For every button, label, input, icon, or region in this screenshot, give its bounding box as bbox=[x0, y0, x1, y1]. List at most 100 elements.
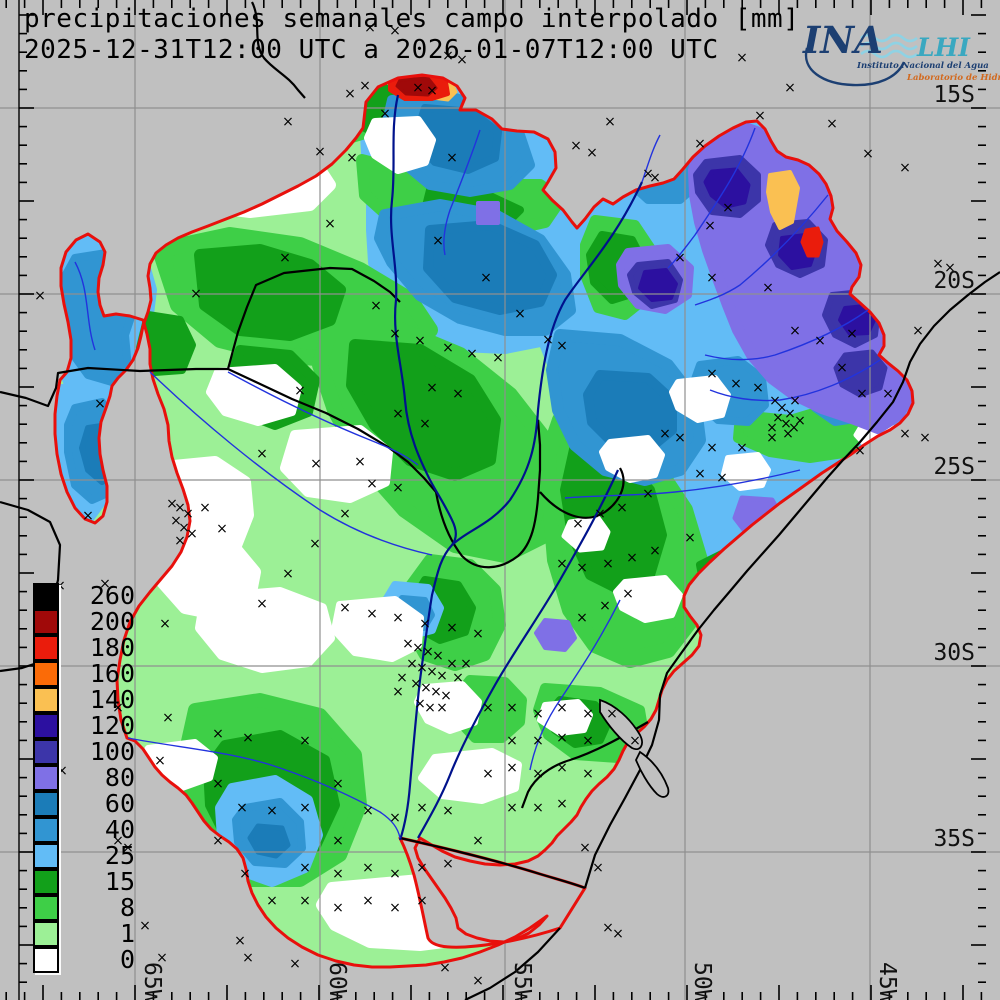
svg-text:×: × bbox=[199, 500, 211, 516]
svg-text:×: × bbox=[856, 386, 868, 402]
svg-text:×: × bbox=[236, 800, 248, 816]
svg-text:×: × bbox=[674, 430, 686, 446]
svg-text:×: × bbox=[586, 145, 598, 161]
svg-text:×: × bbox=[392, 480, 404, 496]
frame-ticks bbox=[5, 0, 986, 1000]
legend-swatch bbox=[33, 947, 59, 973]
svg-text:×: × bbox=[154, 753, 166, 769]
svg-text:×: × bbox=[339, 600, 351, 616]
svg-text:×: × bbox=[642, 486, 654, 502]
svg-text:×: × bbox=[54, 578, 66, 594]
svg-text:×: × bbox=[492, 350, 504, 366]
svg-text:×: × bbox=[649, 543, 661, 559]
svg-text:×: × bbox=[242, 950, 254, 966]
svg-text:×: × bbox=[362, 893, 374, 909]
svg-text:×: × bbox=[862, 146, 874, 162]
ina-lhi-logo: INA LHI Instituto Nacional del Agua Labo… bbox=[802, 18, 1000, 87]
svg-text:×: × bbox=[582, 766, 594, 782]
svg-text:×: × bbox=[366, 476, 378, 492]
svg-text:×: × bbox=[424, 700, 436, 716]
svg-text:×: × bbox=[944, 260, 956, 276]
svg-text:×: × bbox=[482, 766, 494, 782]
svg-text:×: × bbox=[402, 636, 414, 652]
svg-text:×: × bbox=[576, 610, 588, 626]
svg-text:×: × bbox=[766, 430, 778, 446]
svg-text:×: × bbox=[556, 700, 568, 716]
svg-text:×: × bbox=[162, 710, 174, 726]
svg-text:×: × bbox=[182, 506, 194, 522]
svg-text:×: × bbox=[422, 644, 434, 660]
svg-text:×: × bbox=[389, 900, 401, 916]
svg-text:×: × bbox=[846, 326, 858, 342]
svg-text:×: × bbox=[279, 250, 291, 266]
svg-text:×: × bbox=[332, 866, 344, 882]
svg-text:×: × bbox=[772, 410, 784, 426]
svg-text:×: × bbox=[788, 420, 800, 436]
svg-text:×: × bbox=[190, 286, 202, 302]
svg-text:×: × bbox=[432, 648, 444, 664]
svg-text:×: × bbox=[694, 136, 706, 152]
svg-text:×: × bbox=[789, 393, 801, 409]
svg-text:×: × bbox=[414, 696, 426, 712]
svg-text:×: × bbox=[556, 556, 568, 572]
axis-labels: 15S 20S 25S 30S 35S 65W 60W 55W 50W 45W bbox=[139, 82, 975, 1000]
svg-text:×: × bbox=[776, 400, 788, 416]
svg-text:×: × bbox=[782, 426, 794, 442]
svg-text:×: × bbox=[362, 803, 374, 819]
svg-text:×: × bbox=[442, 856, 454, 872]
coastline bbox=[399, 271, 1000, 1000]
svg-text:×: × bbox=[294, 383, 306, 399]
country-borders bbox=[0, 1, 649, 809]
svg-text:×: × bbox=[310, 456, 322, 472]
svg-text:×: × bbox=[472, 833, 484, 849]
legend-swatch bbox=[33, 635, 59, 661]
svg-text:×: × bbox=[392, 406, 404, 422]
svg-text:×: × bbox=[532, 766, 544, 782]
svg-text:×: × bbox=[442, 48, 454, 64]
svg-text:×: × bbox=[416, 660, 428, 676]
svg-text:×: × bbox=[622, 586, 634, 602]
svg-text:×: × bbox=[932, 256, 944, 272]
svg-text:×: × bbox=[694, 466, 706, 482]
svg-text:×: × bbox=[706, 366, 718, 382]
svg-text:×: × bbox=[282, 114, 294, 130]
svg-text:×: × bbox=[706, 270, 718, 286]
legend-value: 140 bbox=[89, 685, 135, 714]
svg-text:×: × bbox=[366, 606, 378, 622]
logo-arc bbox=[804, 47, 906, 87]
svg-text:×: × bbox=[299, 800, 311, 816]
svg-text:×: × bbox=[426, 380, 438, 396]
svg-text:×: × bbox=[34, 288, 46, 304]
svg-text:×: × bbox=[379, 106, 391, 122]
svg-text:×: × bbox=[556, 730, 568, 746]
svg-text:×: × bbox=[826, 116, 838, 132]
legend-swatch bbox=[33, 609, 59, 635]
svg-text:×: × bbox=[684, 530, 696, 546]
svg-text:×: × bbox=[722, 200, 734, 216]
svg-text:×: × bbox=[446, 656, 458, 672]
svg-text:×: × bbox=[256, 446, 268, 462]
svg-text:×: × bbox=[419, 416, 431, 432]
svg-text:×: × bbox=[426, 664, 438, 680]
svg-text:×: × bbox=[532, 733, 544, 749]
svg-text:×: × bbox=[170, 513, 182, 529]
svg-text:×: × bbox=[882, 386, 894, 402]
svg-text:×: × bbox=[532, 706, 544, 722]
lat-label: 25S bbox=[933, 454, 975, 480]
svg-text:×: × bbox=[716, 470, 728, 486]
legend-value: 8 bbox=[119, 893, 135, 922]
legend-value: 120 bbox=[89, 711, 135, 740]
svg-text:×: × bbox=[780, 416, 792, 432]
svg-text:×: × bbox=[736, 440, 748, 456]
svg-text:×: × bbox=[266, 893, 278, 909]
svg-text:×: × bbox=[174, 533, 186, 549]
legend-value: 100 bbox=[89, 737, 135, 766]
svg-text:×: × bbox=[762, 280, 774, 296]
svg-text:×: × bbox=[730, 376, 742, 392]
svg-text:×: × bbox=[419, 616, 431, 632]
svg-text:×: × bbox=[406, 656, 418, 672]
svg-text:×: × bbox=[299, 893, 311, 909]
svg-text:×: × bbox=[309, 536, 321, 552]
svg-text:×: × bbox=[899, 160, 911, 176]
